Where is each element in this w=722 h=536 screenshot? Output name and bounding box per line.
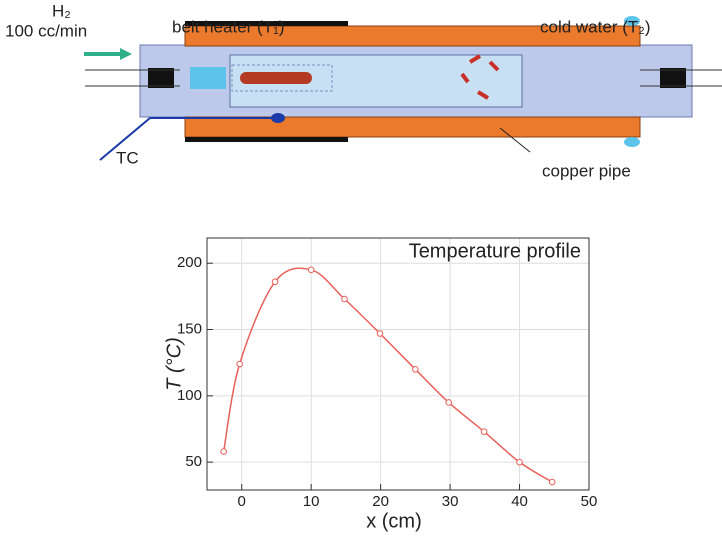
line <box>222 267 553 483</box>
thermocouple-tip <box>271 113 285 123</box>
point <box>445 399 453 406</box>
x-tick-label: 0 <box>238 493 246 510</box>
y-axis-label: T (°C) <box>163 337 185 391</box>
y-tick-label: 150 <box>177 320 202 337</box>
boat <box>231 64 333 92</box>
y-tick-label: 200 <box>177 254 202 271</box>
thermocouple-wire <box>99 117 278 161</box>
gas-label: H₂ <box>52 1 71 20</box>
point <box>271 278 279 286</box>
tc-label: TC <box>116 148 139 167</box>
seal-right <box>660 68 686 88</box>
point <box>480 428 488 435</box>
pipe-pointer <box>499 127 531 153</box>
water-port-bottom <box>624 137 640 147</box>
y-tick-label: 100 <box>177 387 202 404</box>
plot-area <box>207 238 589 490</box>
flow-label: 100 cc/min <box>5 21 87 40</box>
copper-pipe-top <box>184 25 641 47</box>
belt-heater-bottom <box>185 137 348 142</box>
y-tick-label: 50 <box>185 453 202 470</box>
cold-trap <box>460 54 500 100</box>
x-tick-label: 40 <box>511 493 528 510</box>
point <box>236 360 243 368</box>
point <box>341 295 348 303</box>
x-axis-label: x (cm) <box>366 510 422 532</box>
reactor-diagram: H₂ 100 cc/min belt heater (T₁) cold wate… <box>5 1 722 180</box>
x-tick-label: 50 <box>581 493 598 510</box>
water-port-top <box>624 16 640 26</box>
belt-heater-top <box>185 21 348 26</box>
pipe-label: copper pipe <box>542 161 631 180</box>
point <box>376 330 384 337</box>
inlet-zone <box>190 67 226 89</box>
point <box>220 448 227 455</box>
point <box>516 458 523 466</box>
chart: 50 100 150 200 0 10 20 30 40 50 Temperature profil… <box>163 237 598 532</box>
point <box>412 366 419 373</box>
plot-frame <box>206 237 590 491</box>
sample <box>240 72 312 84</box>
flow-arrow-head <box>120 48 132 60</box>
x-tick-label: 30 <box>442 493 459 510</box>
gas-lines <box>85 69 722 87</box>
x-tick-label: 20 <box>372 493 389 510</box>
point <box>307 266 315 274</box>
inner-tube <box>229 54 523 108</box>
chart-title: Temperature profile <box>409 240 581 262</box>
x-tick-label: 10 <box>303 493 320 510</box>
water-label: cold water (T₂) <box>540 17 651 36</box>
point <box>548 478 556 486</box>
seal-left <box>148 68 174 88</box>
heater-label: belt heater (T₁) <box>172 17 285 36</box>
copper-pipe-bottom <box>184 116 641 138</box>
